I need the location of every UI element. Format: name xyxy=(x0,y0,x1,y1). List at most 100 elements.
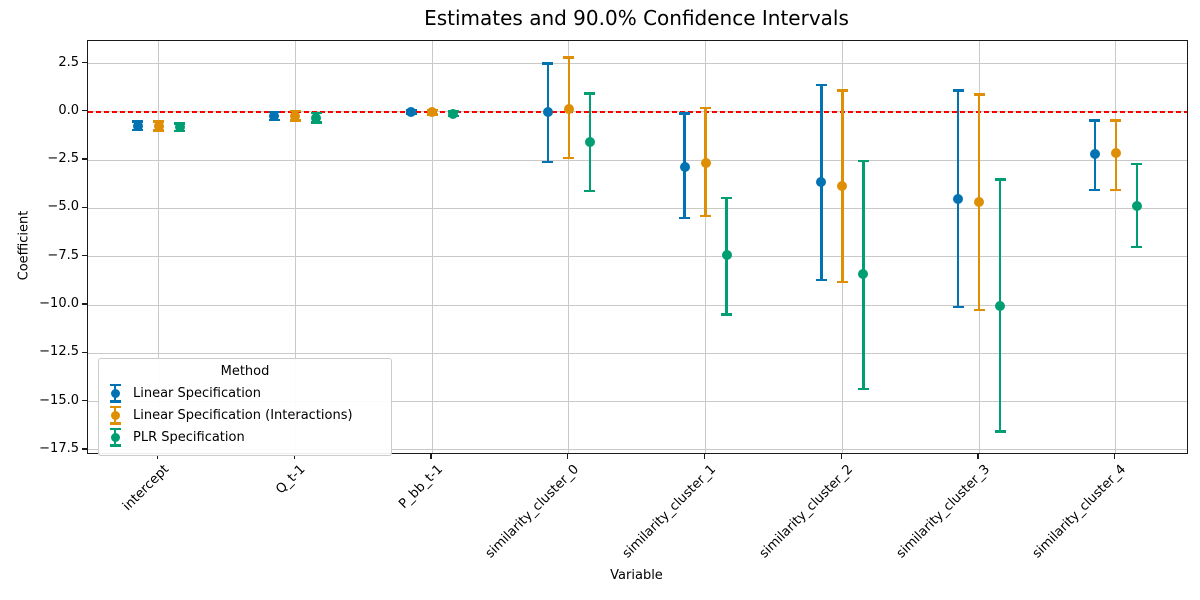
x-tick-mark xyxy=(840,454,842,459)
x-tick-label: similarity_cluster_1 xyxy=(619,462,720,562)
x-tick-mark xyxy=(1114,454,1116,459)
estimate-marker xyxy=(816,176,827,187)
estimate-marker xyxy=(406,106,416,117)
y-tick-mark xyxy=(82,206,87,209)
errorbar-cap-bottom xyxy=(1089,188,1101,192)
v-gridline xyxy=(431,41,433,453)
estimate-marker xyxy=(153,120,164,131)
y-tick-label: 2.5 xyxy=(58,54,79,70)
errorbar-cap-bottom xyxy=(542,160,554,164)
errorbar-cap-top xyxy=(584,92,596,95)
errorbar-cap-bottom xyxy=(563,156,575,160)
x-tick-mark xyxy=(430,454,432,459)
y-tick-label: −12.5 xyxy=(39,344,79,360)
estimate-marker xyxy=(679,162,690,173)
h-gridline xyxy=(88,352,1187,354)
estimate-marker xyxy=(1089,149,1100,160)
errorbar-cap-top xyxy=(1131,162,1143,166)
x-tick-label: similarity_cluster_4 xyxy=(1030,462,1130,562)
estimate-marker xyxy=(953,193,963,204)
estimate-marker xyxy=(427,107,437,118)
v-gridline xyxy=(705,41,706,453)
x-tick-label: intercept xyxy=(120,462,173,514)
estimate-marker xyxy=(174,122,185,133)
y-tick-mark xyxy=(82,158,87,160)
estimate-marker xyxy=(837,180,848,191)
y-tick-mark xyxy=(82,61,87,64)
estimate-marker xyxy=(448,108,458,119)
errorbar-cap-bottom xyxy=(1110,188,1122,192)
errorbar-cap-top xyxy=(700,106,711,110)
v-gridline xyxy=(568,41,570,453)
x-tick-label: Q_t-1 xyxy=(273,462,309,498)
errorbar-cap-bottom xyxy=(1131,245,1143,249)
estimate-marker xyxy=(974,197,984,208)
x-tick-mark xyxy=(567,454,569,459)
errorbar-cap-top xyxy=(721,196,732,200)
y-tick-label: −2.5 xyxy=(47,151,79,167)
legend-item-linear-specification-interactions: Linear Specification (Interactions) xyxy=(109,404,381,426)
chart-title: Estimates and 90.0% Confidence Intervals xyxy=(424,6,849,30)
y-tick-label: −5.0 xyxy=(47,199,79,215)
y-tick-label: −15.0 xyxy=(39,392,79,408)
estimate-marker xyxy=(700,157,711,168)
errorbar-cap-top xyxy=(542,62,554,65)
legend-title: Method xyxy=(220,364,270,379)
errorbar-cap-bottom xyxy=(994,430,1006,433)
legend-item-linear-specification: Linear Specification xyxy=(109,382,381,404)
y-tick-label: −10.0 xyxy=(39,296,79,311)
x-tick-label: P_bb_t-1 xyxy=(395,462,446,512)
errorbar-cap-top xyxy=(994,178,1006,181)
v-gridline xyxy=(1115,41,1117,453)
errorbar-cap-bottom xyxy=(584,189,596,193)
estimate-marker xyxy=(563,103,574,114)
errorbar-cap-bottom xyxy=(973,308,985,312)
errorbar-glyph-icon xyxy=(109,405,121,425)
y-tick-label: 0.0 xyxy=(58,102,79,118)
errorbar-cap-bottom xyxy=(952,305,964,309)
x-axis-label: Variable xyxy=(610,568,663,583)
y-tick-mark xyxy=(82,110,87,112)
errorbar-cap-top xyxy=(973,93,985,96)
x-tick-label: similarity_cluster_3 xyxy=(893,462,993,562)
h-gridline xyxy=(88,401,1187,403)
errorbar-cap-bottom xyxy=(857,387,869,391)
estimate-marker xyxy=(542,106,553,117)
y-tick-mark xyxy=(82,351,87,353)
y-tick-mark xyxy=(82,448,87,450)
y-tick-mark xyxy=(82,255,87,257)
legend-item-label: PLR Specification xyxy=(133,429,245,445)
errorbar-cap-top xyxy=(1089,119,1101,122)
h-gridline xyxy=(88,304,1187,306)
legend-item-label: Linear Specification (Interactions) xyxy=(133,407,353,423)
errorbar-cap-top xyxy=(815,83,827,86)
h-gridline xyxy=(88,256,1187,258)
legend-item-label: Linear Specification xyxy=(133,385,262,401)
h-gridline xyxy=(88,449,1187,451)
errorbar-cap-bottom xyxy=(679,216,690,220)
legend-item-plr-specification: PLR Specification xyxy=(109,426,381,448)
errorbar-cap-top xyxy=(563,56,575,59)
estimate-marker xyxy=(311,112,322,123)
x-tick-mark xyxy=(977,454,979,459)
errorbar-cap-top xyxy=(857,159,869,163)
estimate-marker xyxy=(1110,148,1121,159)
errorbar-cap-top xyxy=(836,89,848,92)
y-tick-mark xyxy=(82,399,87,402)
legend: Method Linear Specification Linear Speci… xyxy=(98,358,392,456)
v-gridline xyxy=(294,41,296,453)
estimate-marker xyxy=(269,110,280,121)
plot-area: Method Linear Specification Linear Speci… xyxy=(87,40,1188,456)
x-tick-mark xyxy=(703,454,706,459)
y-tick-label: −7.5 xyxy=(47,247,79,263)
estimate-marker xyxy=(584,136,595,147)
x-tick-mark xyxy=(293,454,295,459)
errorbar-cap-top xyxy=(679,112,690,115)
h-gridline xyxy=(88,207,1187,209)
estimate-marker xyxy=(1131,201,1142,212)
errorbar-cap-top xyxy=(952,89,964,92)
y-tick-label: −17.5 xyxy=(39,440,79,456)
estimate-marker xyxy=(132,120,143,131)
x-tick-label: similarity_cluster_2 xyxy=(756,462,856,562)
